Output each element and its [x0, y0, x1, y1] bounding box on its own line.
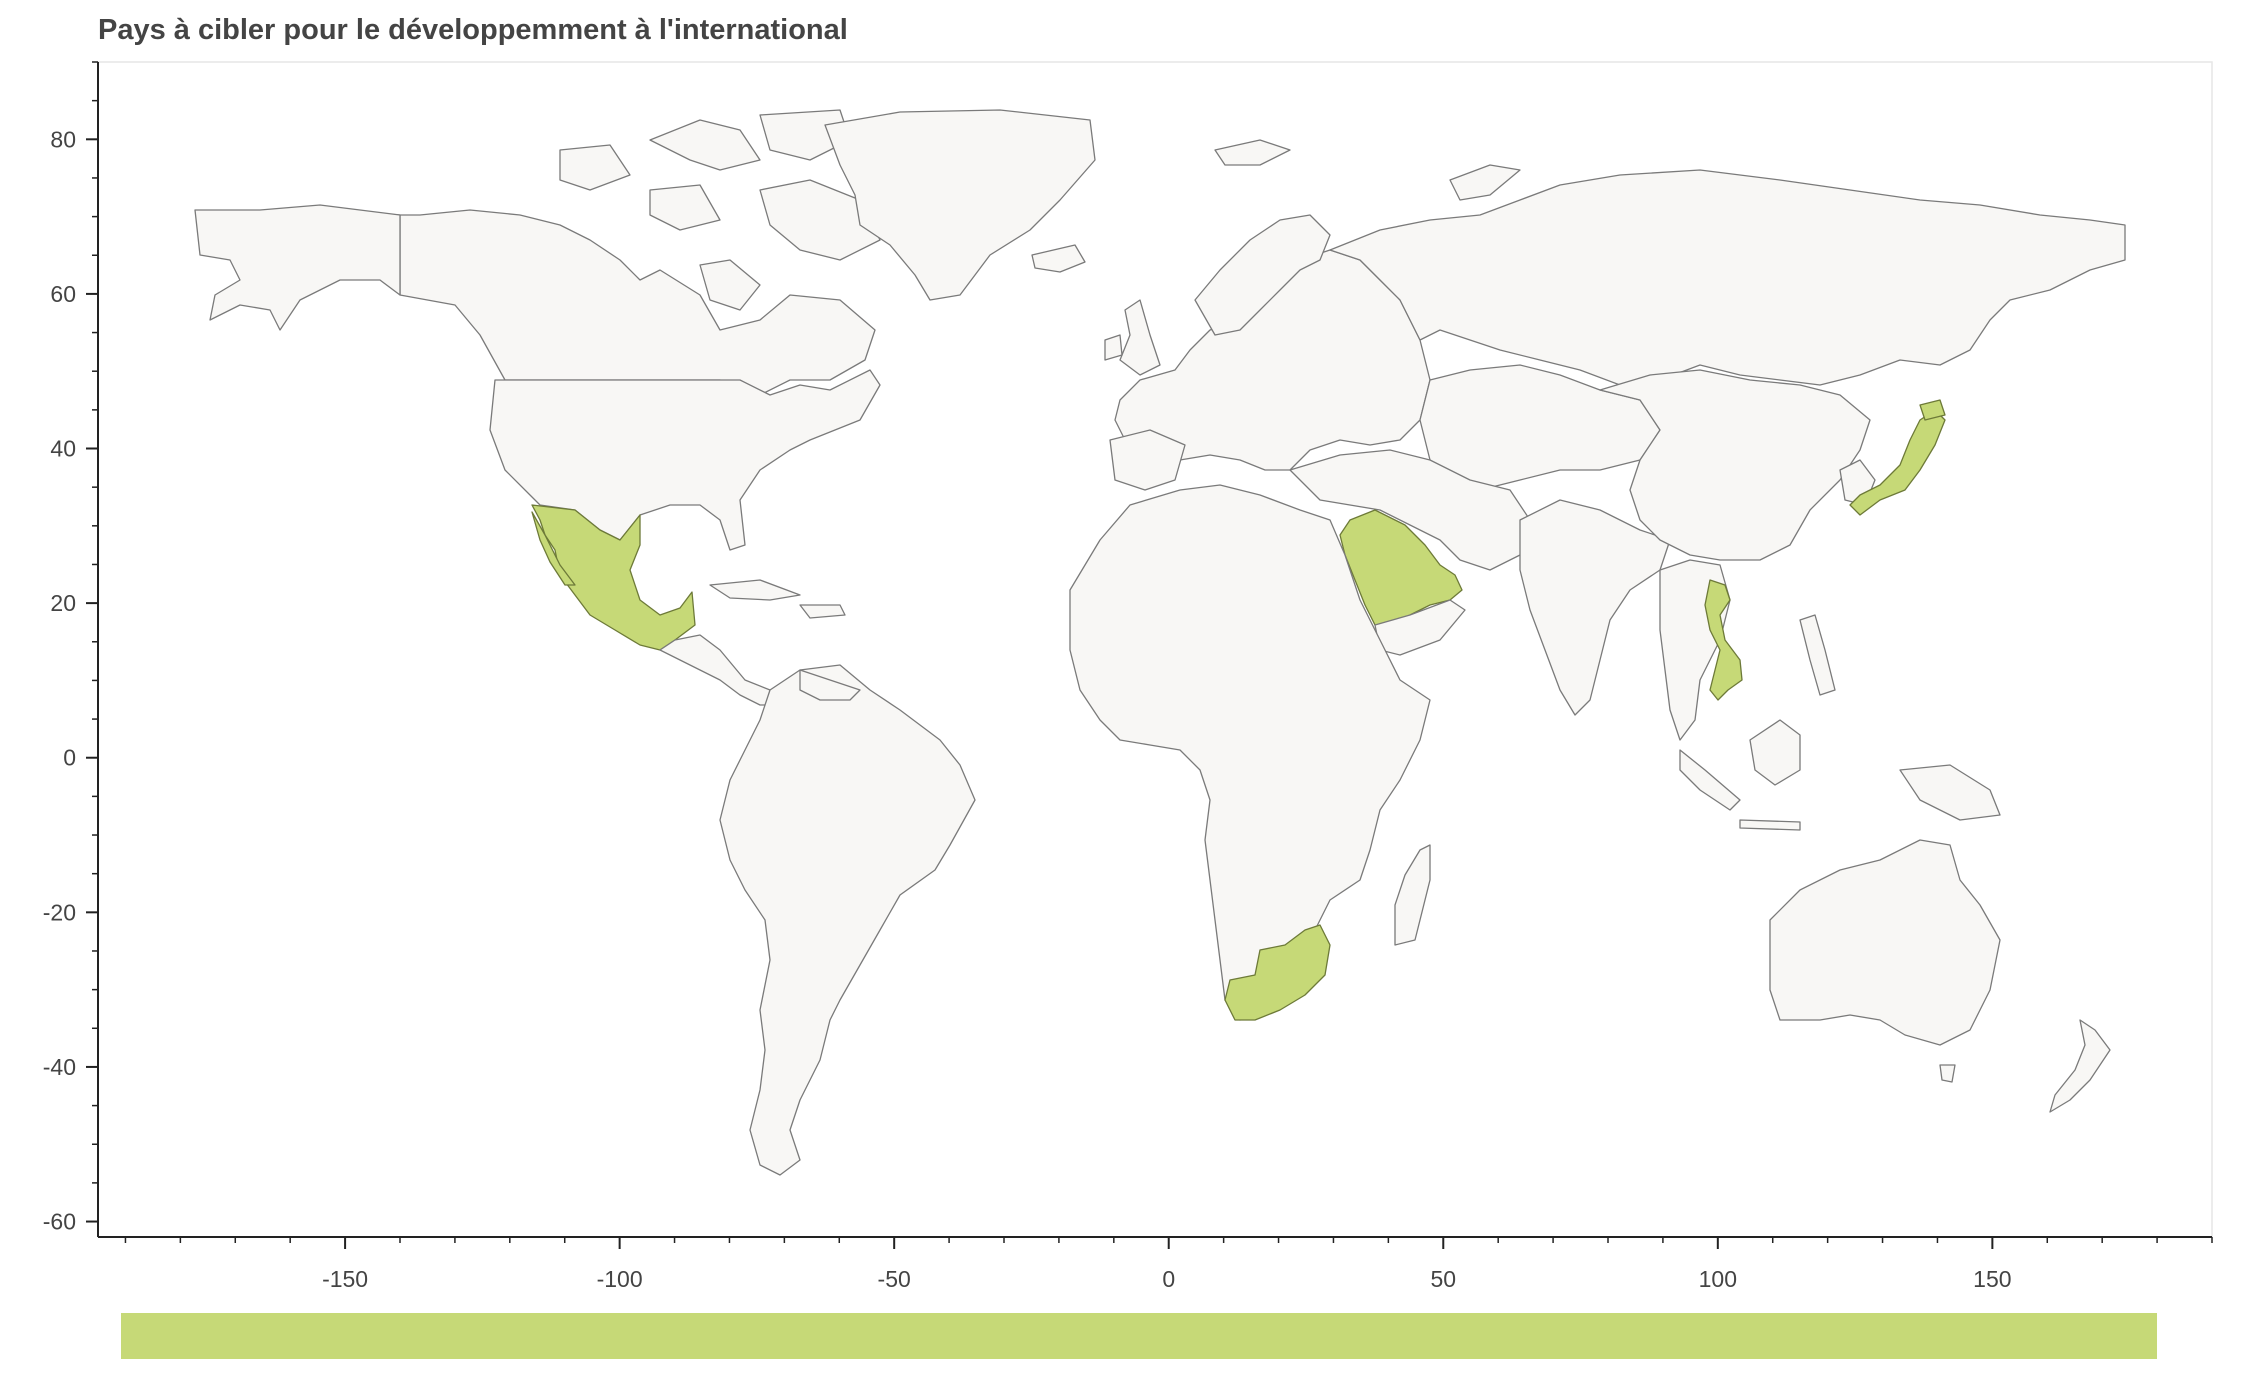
chart-title: Pays à cibler pour le développemment à l… — [98, 14, 848, 46]
island-novaya-zemlya — [1449, 164, 1521, 201]
country-iceland[interactable] — [1031, 244, 1086, 273]
country-afrique-du-sud[interactable] — [1224, 924, 1331, 1021]
y-tick-label: 60 — [50, 281, 76, 307]
island-arctic-4 — [649, 184, 721, 231]
island-arctic-1 — [649, 119, 761, 171]
country-south-america[interactable] — [719, 664, 976, 1176]
y-tick-label: -60 — [43, 1209, 76, 1235]
island-tasmania — [1939, 1064, 1956, 1083]
country-central-america[interactable] — [659, 634, 776, 706]
y-tick-label: 40 — [50, 436, 76, 462]
country-new-zealand[interactable] — [2049, 1019, 2111, 1113]
country-baja[interactable] — [531, 511, 576, 586]
island-baffin — [759, 179, 881, 261]
country-alaska[interactable] — [194, 204, 401, 331]
country-japon-hokkaido[interactable] — [1919, 399, 1946, 421]
country-india[interactable] — [1519, 499, 1671, 716]
country-greenland[interactable] — [824, 109, 1096, 301]
country-uk[interactable] — [1119, 299, 1161, 376]
countries-layer — [194, 109, 2126, 1176]
island-java — [1739, 819, 1801, 831]
country-viet-nam[interactable] — [1704, 579, 1743, 701]
x-axis-ticks: -150 -100 -50 0 50 100 150 — [124, 1237, 2213, 1292]
island-borneo — [1749, 719, 1801, 786]
x-tick-label: -100 — [597, 1266, 643, 1292]
color-bar — [121, 1313, 2157, 1359]
island-arctic-3 — [759, 109, 851, 161]
island-hispaniola — [799, 604, 846, 619]
country-japon[interactable] — [1849, 409, 1946, 516]
country-africa[interactable] — [1069, 484, 1431, 1021]
island-philippines — [1799, 614, 1836, 696]
y-tick-label: -40 — [43, 1054, 76, 1080]
y-tick-label: 0 — [63, 745, 76, 771]
y-tick-label: 80 — [50, 126, 76, 152]
country-turkey-iran[interactable] — [1289, 449, 1531, 571]
x-tick-label: 0 — [1162, 1266, 1175, 1292]
country-australie[interactable] — [1769, 839, 2001, 1046]
y-tick-label: 20 — [50, 590, 76, 616]
x-tick-label: 50 — [1430, 1266, 1456, 1292]
island-arctic-2 — [559, 144, 631, 191]
country-arabie-saoudite[interactable] — [1339, 509, 1463, 626]
x-tick-label: 100 — [1699, 1266, 1737, 1292]
island-hudson-west — [699, 259, 761, 311]
x-tick-label: -150 — [322, 1266, 368, 1292]
axes: -60 -40 -20 0 20 40 60 80 -150 -100 -50 0 50 100 150 — [43, 61, 2213, 1292]
country-russie[interactable] — [1329, 169, 2126, 386]
island-new-guinea — [1899, 764, 2001, 821]
country-ireland[interactable] — [1104, 334, 1123, 361]
y-tick-label: -20 — [43, 899, 76, 925]
country-venezuela-border — [799, 669, 861, 701]
x-tick-label: -50 — [878, 1266, 911, 1292]
country-china[interactable] — [1599, 369, 1871, 561]
y-axis-ticks: -60 -40 -20 0 20 40 60 80 — [43, 61, 98, 1235]
country-canada[interactable] — [259, 209, 876, 396]
island-madagascar[interactable] — [1394, 844, 1431, 946]
country-iberia[interactable] — [1109, 429, 1186, 491]
island-cuba — [709, 579, 801, 601]
country-scandinavia[interactable] — [1194, 214, 1331, 336]
island-svalbard — [1214, 139, 1291, 166]
island-sumatra — [1679, 749, 1741, 811]
country-usa[interactable] — [489, 369, 881, 551]
x-tick-label: 150 — [1973, 1266, 2011, 1292]
